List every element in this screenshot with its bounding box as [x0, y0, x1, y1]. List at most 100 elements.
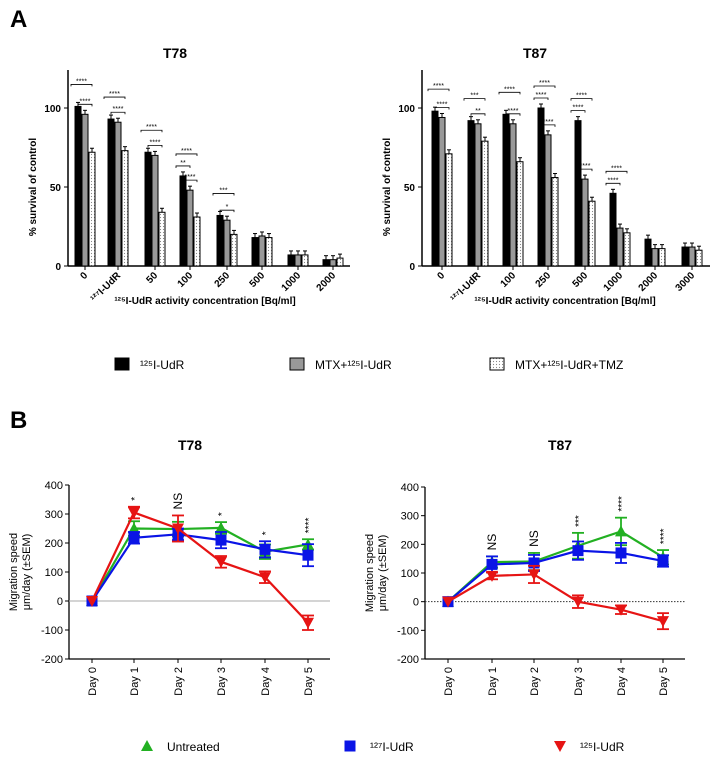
bar [322, 259, 330, 267]
x-tick-label: 250 [534, 270, 554, 290]
bar [581, 178, 589, 267]
square-marker [528, 557, 540, 569]
x-axis-label: ¹²⁵I-UdR activity concentration [Bq/ml] [114, 296, 295, 307]
y-tick-label: -100 [41, 625, 63, 637]
triangle-down-marker [215, 556, 227, 568]
bar-legend: ¹²⁵I-UdR MTX+¹²⁵I-UdR MTX+¹²⁵I-UdR+TMZ [114, 357, 623, 372]
y-tick-label: 0 [57, 596, 63, 608]
bar [251, 237, 259, 267]
y-tick-label: 200 [401, 539, 419, 551]
bar [144, 151, 152, 267]
y-tick-label: 50 [50, 183, 62, 194]
y-axis-label: Migration speed [364, 534, 376, 612]
significance-bracket [175, 165, 191, 168]
bar [88, 151, 96, 267]
significance-label: **** [508, 108, 519, 115]
significance-label: **** [76, 78, 87, 85]
series-line [91, 533, 309, 602]
y-axis-label: % survival of control [382, 138, 393, 237]
triangle-down-marker [128, 507, 140, 519]
y-tick-label: 0 [55, 262, 61, 273]
x-tick-label: Day 4 [616, 667, 628, 696]
x-tick-label: Day 3 [216, 667, 228, 696]
significance-label: **** [504, 86, 515, 93]
y-tick-label: 100 [44, 104, 61, 115]
bar [230, 233, 238, 267]
triangle-down-marker [528, 569, 540, 581]
y-tick-label: 200 [45, 538, 63, 550]
square-marker [259, 543, 271, 555]
bar [287, 254, 295, 267]
line-chart-t78: T78 -200 -100 0 100 200 300 400 Migration speed μ… [8, 437, 330, 696]
bar [681, 246, 689, 267]
bar [588, 200, 596, 267]
square-marker [486, 558, 498, 570]
significance-bracket [533, 97, 549, 100]
square-marker [215, 534, 227, 546]
bar [258, 235, 266, 267]
significance-label: **** [539, 80, 550, 87]
bar [336, 257, 344, 267]
triangle-down-marker [572, 596, 584, 608]
y-tick-label: 0 [413, 597, 419, 609]
square-marker [344, 740, 356, 752]
triangle-up-marker [215, 521, 227, 533]
triangle-down-marker [615, 604, 627, 616]
bar [481, 140, 489, 267]
bar [658, 248, 666, 267]
significance-bracket [570, 110, 586, 113]
x-tick-label: Day 4 [260, 667, 272, 696]
significance-label: * [261, 531, 272, 535]
significance-bracket [577, 168, 593, 172]
x-tick-label: 1000 [280, 270, 304, 294]
x-tick-label: Day 1 [487, 667, 499, 696]
x-tick-label: 3000 [674, 270, 698, 294]
y-tick-label: -100 [397, 625, 419, 637]
square-marker [615, 547, 627, 559]
bar [193, 216, 201, 267]
x-tick-label: 100 [176, 270, 196, 290]
x-tick-label: Day 3 [573, 667, 585, 696]
x-tick-label: 500 [248, 270, 268, 290]
series-line [447, 549, 664, 603]
x-tick-label: 100 [499, 270, 519, 290]
significance-bracket [570, 98, 593, 101]
significance-label: ** [475, 108, 481, 115]
significance-bracket [463, 98, 486, 101]
bar [644, 238, 652, 267]
legend-label: MTX+¹²⁵I-UdR+TMZ [515, 358, 623, 372]
bar [158, 211, 166, 267]
x-axis-label: ¹²⁵I-UdR activity concentration [Bq/ml] [474, 296, 655, 307]
significance-label: **** [113, 106, 124, 113]
y-axis-label: % survival of control [28, 138, 39, 237]
y-tick-label: 300 [45, 509, 63, 521]
triangle-up-marker [615, 525, 627, 537]
line-legend: Untreated ¹²⁷I-UdR ¹²⁵I-UdR [141, 740, 625, 754]
bar [445, 153, 453, 267]
bar [301, 254, 309, 267]
x-tick-label: 500 [571, 270, 591, 290]
legend-swatch [489, 357, 505, 371]
x-tick-label: 0 [78, 270, 90, 282]
significance-bracket [533, 85, 556, 88]
bar [537, 107, 545, 267]
significance-label: **** [611, 165, 622, 172]
legend-swatch [114, 357, 130, 371]
significance-label: **** [433, 83, 444, 90]
y-axis-label: μm/day (±SEM) [21, 534, 33, 611]
chart-title: T78 [163, 45, 187, 61]
bar [616, 227, 624, 267]
panel-label-a: A [10, 6, 27, 33]
triangle-up-marker [141, 740, 153, 751]
bar [609, 192, 617, 267]
significance-label: **** [181, 148, 192, 155]
bar [294, 254, 302, 267]
series-line [91, 511, 309, 624]
significance-bracket [427, 88, 450, 92]
bar [431, 110, 439, 267]
significance-label: **** [576, 93, 587, 100]
significance-label: **** [580, 163, 591, 170]
x-tick-label: Day 2 [529, 667, 541, 696]
